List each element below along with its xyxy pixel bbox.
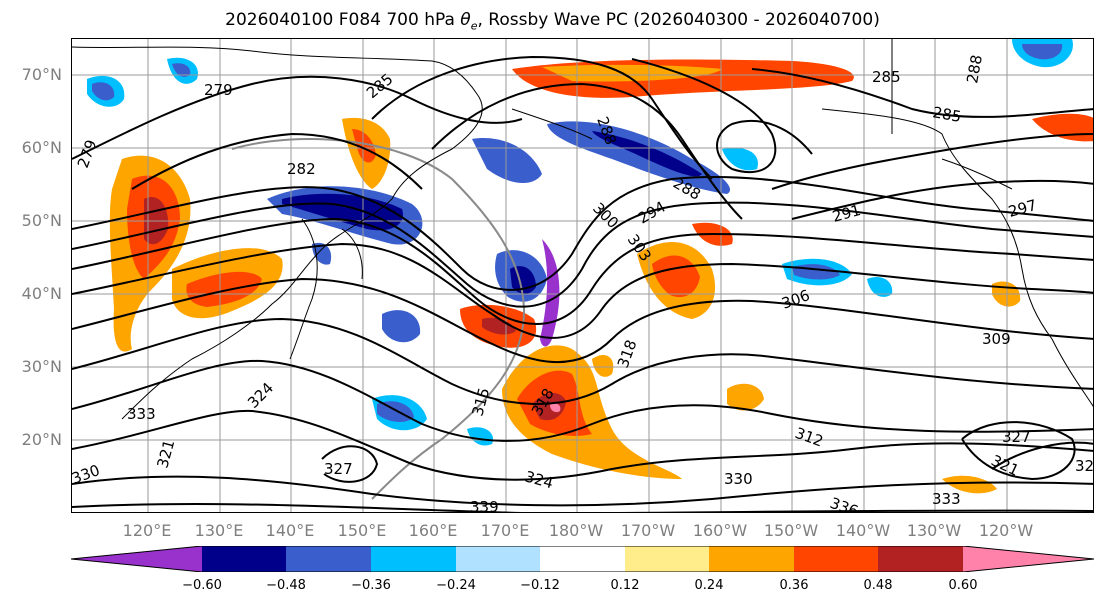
coastlines xyxy=(72,39,1093,420)
lat-label-20n: 20°N xyxy=(21,430,62,449)
colorbar-tick: −0.24 xyxy=(436,578,476,593)
colorbar-segment xyxy=(878,546,963,572)
lon-label-130w: 130°W xyxy=(906,521,962,540)
contour-label: 327 xyxy=(324,460,353,478)
lon-label-150w: 150°W xyxy=(763,521,819,540)
lon-label-130e: 130°E xyxy=(194,521,244,540)
contour-label: 330 xyxy=(72,461,102,488)
lon-label-120e: 120°E xyxy=(122,521,172,540)
contour-label: 291 xyxy=(830,201,862,226)
lon-label-150e: 150°E xyxy=(337,521,387,540)
colorbar-segment xyxy=(456,546,540,572)
colorbar-segment xyxy=(625,546,709,572)
contour-label: 327 xyxy=(1075,457,1094,475)
colorbar-tick: −0.12 xyxy=(520,578,560,593)
lat-label-70n: 70°N xyxy=(21,65,62,84)
colorbar-tick: 0.12 xyxy=(610,578,640,593)
lon-label-170e: 170°E xyxy=(480,521,530,540)
lon-label-160w: 160°W xyxy=(692,521,748,540)
contour-label: 294 xyxy=(635,198,669,228)
colorbar-segment xyxy=(71,546,202,572)
contour-label: 285 xyxy=(931,103,962,126)
lon-label-120w: 120°W xyxy=(978,521,1034,540)
contour-label: 285 xyxy=(872,68,901,86)
lat-label-40n: 40°N xyxy=(21,284,62,303)
colorbar-tick: 0.36 xyxy=(779,578,809,593)
colorbar-segment xyxy=(963,546,1094,572)
map-title: 2026040100 F084 700 hPa θe, Rossby Wave … xyxy=(225,10,880,33)
contour-label: 336 xyxy=(828,494,861,513)
colorbar-tick: 0.48 xyxy=(863,578,893,593)
lon-label-170w: 170°W xyxy=(620,521,676,540)
contour-label: 279 xyxy=(74,137,101,170)
map-canvas: 279 279 282 285 285 285 288 288 288 291 … xyxy=(72,39,1094,513)
colorbar-tick: −0.48 xyxy=(266,578,306,593)
lon-label-140w: 140°W xyxy=(835,521,891,540)
contour-label: 315 xyxy=(468,386,493,418)
anomaly-shading xyxy=(87,39,1093,494)
colorbar-segment xyxy=(371,546,456,572)
lon-label-160e: 160°E xyxy=(408,521,458,540)
contour-label: 282 xyxy=(287,160,316,178)
colorbar-segment xyxy=(286,546,371,572)
colorbar-tick: 0.24 xyxy=(694,578,724,593)
contour-label: 306 xyxy=(779,286,812,313)
colorbar-segment xyxy=(709,546,794,572)
lat-label-30n: 30°N xyxy=(21,357,62,376)
rossby-path-line xyxy=(231,138,526,500)
contour-label: 309 xyxy=(982,330,1011,348)
map-panel: 279 279 282 285 285 285 288 288 288 291 … xyxy=(71,38,1094,513)
contour-label: 330 xyxy=(724,470,753,488)
colorbar xyxy=(71,546,1094,572)
lon-label-140e: 140°E xyxy=(265,521,315,540)
colorbar-segment xyxy=(794,546,878,572)
contour-label: 318 xyxy=(614,337,641,370)
lon-label-180w: 180°W xyxy=(548,521,604,540)
contour-label: 327 xyxy=(1002,428,1031,446)
lat-label-60n: 60°N xyxy=(21,138,62,157)
colorbar-segment xyxy=(540,546,625,572)
contour-label: 333 xyxy=(932,490,961,508)
colorbar-segment xyxy=(202,546,286,572)
colorbar-tick: −0.60 xyxy=(182,578,222,593)
colorbar-segments xyxy=(71,546,1094,572)
contour-label: 333 xyxy=(127,405,156,423)
contour-label: 288 xyxy=(963,53,986,84)
contour-label: 321 xyxy=(153,438,178,470)
graticule xyxy=(72,39,1093,512)
contour-label: 297 xyxy=(1006,196,1038,221)
contour-label: 279 xyxy=(204,81,233,99)
contour-label: 324 xyxy=(244,379,277,412)
lat-label-50n: 50°N xyxy=(21,211,62,230)
contour-label: 312 xyxy=(793,424,826,451)
colorbar-tick: −0.36 xyxy=(351,578,391,593)
contour-label: 339 xyxy=(470,498,499,513)
theta-e-contours xyxy=(72,55,1093,512)
colorbar-tick: 0.60 xyxy=(948,578,978,593)
contour-label: 324 xyxy=(523,467,555,492)
